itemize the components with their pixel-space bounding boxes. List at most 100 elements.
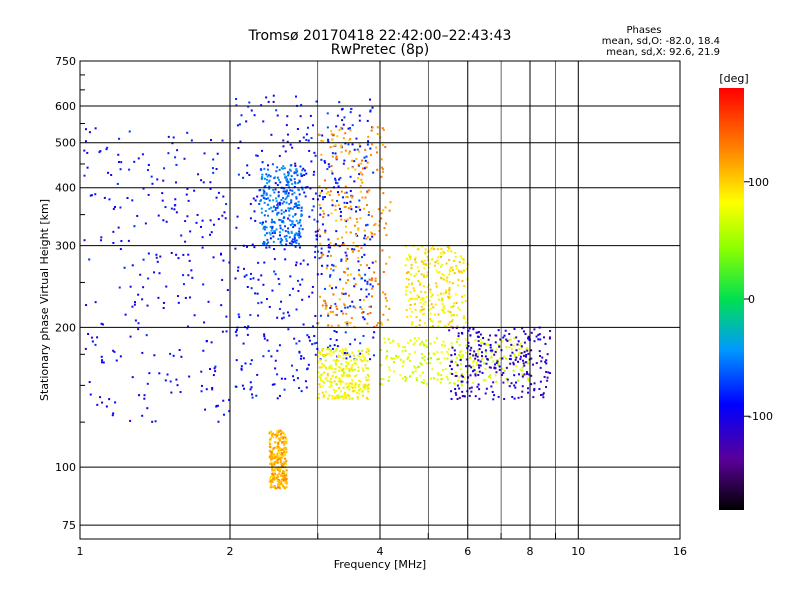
scatter-point xyxy=(346,394,349,397)
scatter-point xyxy=(538,333,541,336)
scatter-point xyxy=(265,193,268,196)
scatter-point xyxy=(417,337,420,340)
scatter-point xyxy=(413,303,416,306)
scatter-point xyxy=(469,352,472,355)
scatter-point xyxy=(175,163,178,166)
scatter-point xyxy=(91,340,94,343)
y-tick-label: 100 xyxy=(55,461,76,474)
scatter-point xyxy=(319,242,322,245)
scatter-point xyxy=(278,283,281,286)
scatter-point xyxy=(415,377,418,380)
scatter-point xyxy=(345,396,348,399)
scatter-point xyxy=(289,189,292,192)
scatter-point xyxy=(296,377,299,380)
scatter-point xyxy=(359,387,362,390)
scatter-point xyxy=(332,351,335,354)
scatter-point xyxy=(235,329,238,332)
scatter-point xyxy=(417,366,420,369)
scatter-point xyxy=(282,455,285,458)
scatter-point xyxy=(258,202,261,205)
scatter-point xyxy=(357,370,360,373)
scatter-point xyxy=(457,379,460,382)
scatter-point xyxy=(267,197,270,200)
scatter-point xyxy=(363,243,366,246)
scatter-point xyxy=(268,231,271,234)
scatter-point xyxy=(268,187,271,190)
scatter-point xyxy=(202,283,205,286)
scatter-point xyxy=(419,374,422,377)
scatter-point xyxy=(458,271,461,274)
scatter-point xyxy=(488,366,491,369)
scatter-point xyxy=(455,264,458,267)
scatter-point xyxy=(436,248,439,251)
scatter-point xyxy=(459,351,462,354)
scatter-point xyxy=(430,303,433,306)
scatter-point xyxy=(380,175,383,178)
scatter-point xyxy=(269,175,272,178)
scatter-point xyxy=(295,171,298,174)
scatter-point xyxy=(388,368,391,371)
scatter-point xyxy=(348,294,351,297)
scatter-point xyxy=(380,378,383,381)
scatter-point xyxy=(119,168,122,171)
scatter-point xyxy=(118,286,121,289)
scatter-point xyxy=(353,389,356,392)
scatter-point xyxy=(520,346,523,349)
scatter-point xyxy=(278,344,281,347)
scatter-point xyxy=(282,139,285,142)
scatter-point xyxy=(542,392,545,395)
scatter-point xyxy=(345,231,348,234)
scatter-point xyxy=(420,260,423,263)
scatter-point xyxy=(212,171,215,174)
scatter-point xyxy=(321,349,324,352)
scatter-point xyxy=(358,173,361,176)
scatter-point xyxy=(416,266,419,269)
scatter-point xyxy=(261,173,264,176)
scatter-point xyxy=(348,370,351,373)
scatter-point xyxy=(282,479,285,482)
scatter-point xyxy=(545,386,548,389)
scatter-point xyxy=(404,289,407,292)
scatter-point xyxy=(270,133,273,136)
scatter-point xyxy=(409,315,412,318)
scatter-point xyxy=(343,391,346,394)
scatter-point xyxy=(276,434,279,437)
scatter-point xyxy=(493,394,496,397)
scatter-point xyxy=(278,154,281,157)
scatter-point xyxy=(358,355,361,358)
scatter-point xyxy=(128,130,131,133)
scatter-point xyxy=(275,200,278,203)
scatter-point xyxy=(360,178,363,181)
scatter-point xyxy=(348,150,351,153)
scatter-point xyxy=(454,255,457,258)
scatter-point xyxy=(237,147,240,150)
scatter-point xyxy=(460,372,463,375)
scatter-point xyxy=(449,364,452,367)
scatter-point xyxy=(444,324,447,327)
scatter-point xyxy=(273,383,276,386)
scatter-point xyxy=(145,334,148,337)
scatter-point xyxy=(282,450,285,453)
scatter-point xyxy=(288,168,291,171)
scatter-point xyxy=(477,364,480,367)
scatter-point xyxy=(318,383,321,386)
scatter-point xyxy=(424,251,427,254)
scatter-point xyxy=(434,303,437,306)
scatter-point xyxy=(285,448,288,451)
scatter-point xyxy=(527,352,530,355)
scatter-point xyxy=(308,215,311,218)
scatter-point xyxy=(271,435,274,438)
scatter-point xyxy=(317,350,320,353)
scatter-point xyxy=(451,372,454,375)
scatter-point xyxy=(253,210,256,213)
scatter-point xyxy=(141,298,144,301)
scatter-point xyxy=(380,364,383,367)
scatter-point xyxy=(408,353,411,356)
scatter-point xyxy=(292,215,295,218)
scatter-point xyxy=(474,354,477,357)
scatter-point xyxy=(500,367,503,370)
scatter-point xyxy=(388,376,391,379)
scatter-point xyxy=(468,327,471,330)
scatter-point xyxy=(429,318,432,321)
scatter-point xyxy=(346,247,349,250)
